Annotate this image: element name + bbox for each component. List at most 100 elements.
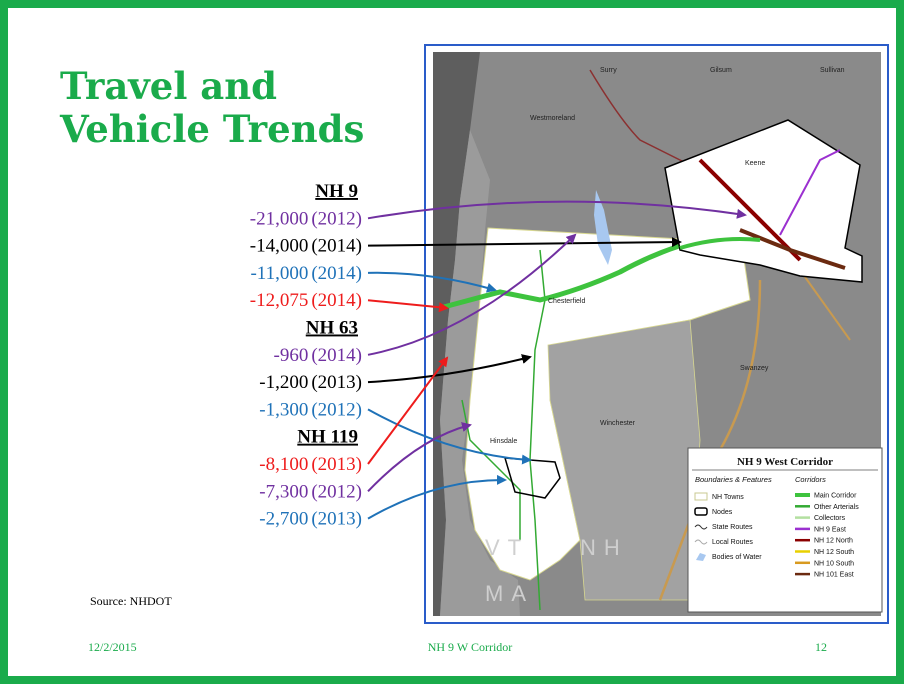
town-label: Keene bbox=[745, 160, 765, 167]
footer-title: NH 9 W Corridor bbox=[428, 640, 513, 654]
nh63 bbox=[529, 249, 546, 611]
legend-symbol bbox=[696, 553, 706, 561]
route bbox=[799, 269, 851, 341]
town-label: Westmoreland bbox=[530, 115, 575, 122]
trend-arrow bbox=[367, 354, 532, 384]
section-heading: NH 9 bbox=[315, 181, 358, 202]
trend-value: -2,700 bbox=[259, 509, 308, 530]
trend-item: -2,700 (2013) bbox=[259, 509, 362, 530]
trend-value: -960 bbox=[274, 345, 309, 366]
legend-label: NH Towns bbox=[712, 494, 744, 501]
trend-value: -7,300 bbox=[259, 481, 308, 502]
legend-symbol bbox=[694, 524, 708, 530]
nh12 bbox=[698, 158, 802, 262]
river-bank bbox=[440, 130, 520, 616]
trend-item: -7,300 (2012) bbox=[259, 481, 362, 502]
trend-arrow bbox=[367, 356, 449, 465]
trend-arrow bbox=[367, 408, 532, 465]
legend-label: State Routes bbox=[712, 524, 753, 531]
trend-item: -12,075 (2014) bbox=[250, 290, 362, 311]
corridor-towns bbox=[464, 227, 751, 581]
town-label: Gilsum bbox=[710, 67, 732, 74]
trend-year: (2012) bbox=[311, 208, 362, 229]
legend-label: Other Arterials bbox=[814, 504, 859, 511]
town-label: Swanzey bbox=[740, 365, 769, 372]
legend-label: Nodes bbox=[712, 509, 733, 516]
trend-item: -8,100 (2013) bbox=[259, 454, 362, 475]
trend-value: -8,100 bbox=[259, 454, 308, 475]
section-heading: NH 63 bbox=[306, 318, 358, 339]
legend-label: Local Routes bbox=[712, 539, 753, 546]
town-label: Surry bbox=[600, 67, 617, 74]
winchester-area bbox=[547, 319, 701, 601]
legend-title: NH 9 West Corridor bbox=[737, 456, 833, 468]
trend-year: (2012) bbox=[311, 399, 362, 420]
town-label: Sullivan bbox=[820, 67, 845, 74]
vt-area bbox=[433, 52, 480, 616]
route bbox=[589, 69, 701, 171]
trend-arrow bbox=[367, 237, 682, 248]
trend-item: -11,000 (2014) bbox=[250, 263, 362, 284]
footer-date: 12/2/2015 bbox=[88, 640, 137, 654]
legend-label: Bodies of Water bbox=[712, 554, 762, 561]
main-corridor bbox=[679, 237, 761, 250]
legend-label: Collectors bbox=[814, 515, 846, 522]
trend-item: -14,000 (2014) bbox=[250, 236, 362, 257]
town-label: Hinsdale bbox=[490, 438, 517, 445]
trend-arrow bbox=[367, 474, 507, 520]
legend-label: NH 101 East bbox=[814, 572, 854, 579]
town-label: Winchester bbox=[600, 420, 636, 427]
legend: NH 9 West Corridor Boundaries & Features… bbox=[687, 447, 883, 613]
lake bbox=[594, 190, 612, 265]
trend-year: (2012) bbox=[311, 481, 362, 502]
trend-value: -12,075 bbox=[250, 290, 309, 311]
region-label: VT bbox=[485, 535, 529, 560]
trend-year: (2014) bbox=[311, 345, 362, 366]
trend-item: -1,200 (2013) bbox=[259, 372, 362, 393]
source: Source: NHDOT bbox=[90, 594, 172, 608]
trend-value: -11,000 bbox=[250, 263, 308, 284]
main-corridor bbox=[439, 233, 741, 311]
trend-item: -21,000 (2012) bbox=[250, 208, 362, 229]
title-line: Vehicle Trends bbox=[59, 107, 364, 151]
page-number: 12 bbox=[815, 640, 827, 654]
trend-value: -1,300 bbox=[259, 399, 308, 420]
region-label: MA bbox=[485, 581, 534, 606]
nh9-east bbox=[779, 149, 841, 236]
legend-symbol bbox=[694, 539, 708, 545]
trend-value: -21,000 bbox=[250, 208, 309, 229]
legend-heading: Boundaries & Features bbox=[695, 475, 772, 484]
legend-label: Main Corridor bbox=[814, 493, 857, 500]
trend-year: (2013) bbox=[311, 509, 362, 530]
trend-year: (2013) bbox=[311, 454, 362, 475]
legend-symbol bbox=[694, 492, 708, 501]
trend-value: -1,200 bbox=[259, 372, 308, 393]
trend-arrow bbox=[367, 200, 747, 220]
region-label: NH bbox=[580, 535, 628, 560]
trend-year: (2014) bbox=[311, 290, 362, 311]
trend-year: (2014) bbox=[311, 236, 362, 257]
legend-label: NH 12 South bbox=[814, 549, 854, 556]
trend-arrow bbox=[367, 271, 497, 293]
legend-label: NH 10 South bbox=[814, 560, 854, 567]
trend-item: -960 (2014) bbox=[274, 345, 362, 366]
trend-item: -1,300 (2012) bbox=[259, 399, 362, 420]
legend-label: NH 12 North bbox=[814, 538, 853, 545]
map: VT NH MA Westmoreland Keene Chesterfield… bbox=[424, 44, 889, 624]
trend-year: (2014) bbox=[311, 263, 362, 284]
legend-box bbox=[687, 447, 883, 613]
trend-value: -14,000 bbox=[250, 236, 309, 257]
node bbox=[503, 457, 561, 499]
trend-arrow bbox=[367, 233, 577, 356]
legend-heading: Corridors bbox=[795, 475, 826, 484]
nh101 bbox=[739, 228, 846, 270]
trend-arrow bbox=[367, 422, 472, 492]
legend-label: NH 9 East bbox=[814, 526, 846, 533]
town-label: Chesterfield bbox=[548, 298, 585, 305]
trend-arrow bbox=[367, 299, 449, 313]
title-line: Travel and bbox=[60, 64, 277, 108]
section-heading: NH 119 bbox=[297, 427, 358, 448]
trend-year: (2013) bbox=[311, 372, 362, 393]
